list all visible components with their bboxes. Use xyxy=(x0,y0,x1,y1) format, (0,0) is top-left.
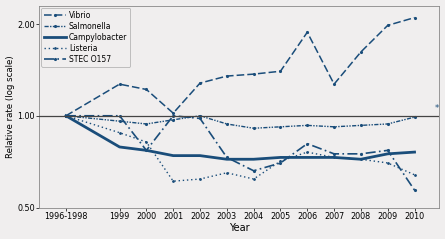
Campylobacter xyxy=(332,156,337,159)
Listeria xyxy=(197,178,202,180)
Vibrio xyxy=(117,83,122,86)
Vibrio xyxy=(278,70,283,73)
Listeria xyxy=(358,158,364,161)
Salmonella xyxy=(117,120,122,123)
STEC O157 xyxy=(358,152,364,155)
Campylobacter xyxy=(278,156,283,159)
Line: Salmonella: Salmonella xyxy=(64,114,416,130)
STEC O157 xyxy=(170,114,176,117)
STEC O157 xyxy=(412,189,417,192)
Salmonella xyxy=(332,125,337,128)
Vibrio xyxy=(63,114,69,117)
X-axis label: Year: Year xyxy=(229,223,249,234)
Listeria xyxy=(278,160,283,163)
Line: Campylobacter: Campylobacter xyxy=(66,116,415,159)
Line: Vibrio: Vibrio xyxy=(64,16,416,118)
STEC O157 xyxy=(144,149,149,152)
Line: STEC O157: STEC O157 xyxy=(64,114,416,192)
STEC O157 xyxy=(278,162,283,164)
Campylobacter xyxy=(251,158,256,161)
STEC O157 xyxy=(224,156,230,159)
Campylobacter xyxy=(63,114,69,117)
STEC O157 xyxy=(117,114,122,117)
Vibrio xyxy=(144,88,149,91)
Vibrio xyxy=(332,83,337,86)
Campylobacter xyxy=(170,154,176,157)
Vibrio xyxy=(358,50,364,53)
Salmonella xyxy=(385,123,390,125)
Salmonella xyxy=(144,123,149,125)
STEC O157 xyxy=(332,152,337,155)
Campylobacter xyxy=(117,146,122,148)
Vibrio xyxy=(170,112,176,114)
Campylobacter xyxy=(305,156,310,159)
Listeria xyxy=(170,180,176,183)
Y-axis label: Relative rate (log scale): Relative rate (log scale) xyxy=(5,55,15,158)
STEC O157 xyxy=(197,117,202,120)
Campylobacter xyxy=(358,158,364,161)
Vibrio xyxy=(412,16,417,19)
Listeria xyxy=(144,141,149,143)
Salmonella xyxy=(412,116,417,119)
Campylobacter xyxy=(197,154,202,157)
Salmonella xyxy=(251,127,256,130)
Listeria xyxy=(63,114,69,117)
Salmonella xyxy=(224,123,230,125)
Campylobacter xyxy=(412,151,417,153)
Vibrio xyxy=(224,75,230,77)
STEC O157 xyxy=(251,169,256,172)
Legend: Vibrio, Salmonella, Campylobacter, Listeria, STEC O157: Vibrio, Salmonella, Campylobacter, Liste… xyxy=(41,8,130,67)
Listeria xyxy=(117,131,122,134)
Vibrio xyxy=(385,24,390,27)
Campylobacter xyxy=(385,152,390,155)
Salmonella xyxy=(170,118,176,121)
Salmonella xyxy=(305,124,310,127)
Listeria xyxy=(305,151,310,153)
Listeria xyxy=(332,156,337,159)
Campylobacter xyxy=(144,149,149,152)
Salmonella xyxy=(358,124,364,127)
Vibrio xyxy=(251,73,256,76)
Salmonella xyxy=(197,114,202,117)
Listeria xyxy=(412,174,417,176)
Campylobacter xyxy=(224,158,230,161)
Salmonella xyxy=(278,125,283,128)
STEC O157 xyxy=(385,149,390,152)
Vibrio xyxy=(305,31,310,34)
Listeria xyxy=(251,178,256,180)
Vibrio xyxy=(197,82,202,85)
Salmonella xyxy=(63,114,69,117)
STEC O157 xyxy=(63,114,69,117)
Line: Listeria: Listeria xyxy=(65,114,416,183)
Listeria xyxy=(224,171,230,174)
Listeria xyxy=(385,162,390,164)
Text: *: * xyxy=(435,104,439,113)
STEC O157 xyxy=(305,142,310,145)
